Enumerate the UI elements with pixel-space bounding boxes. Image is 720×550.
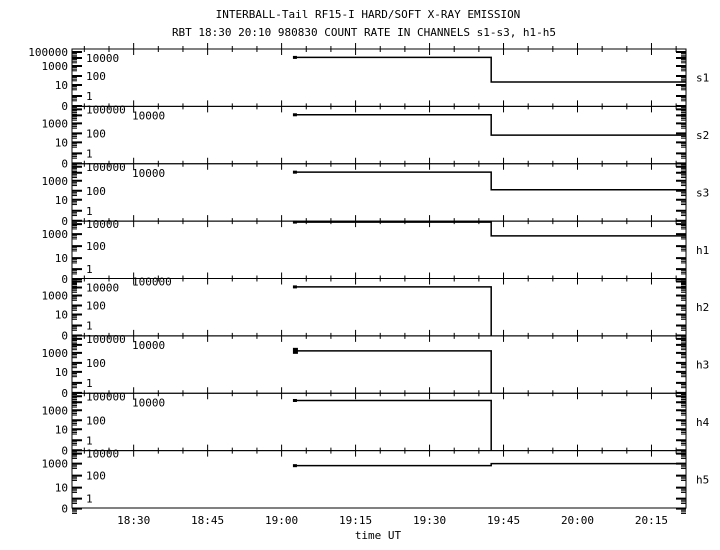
series-line-h2 bbox=[293, 286, 492, 336]
channel-label-h2: h2 bbox=[696, 301, 709, 314]
x-tick-label: 18:30 bbox=[117, 514, 150, 527]
y-tick-label: 1 bbox=[86, 320, 93, 333]
chart-subtitle: RBT 18:30 20:10 980830 COUNT RATE IN CHA… bbox=[172, 26, 556, 39]
data-start-marker bbox=[292, 464, 297, 468]
channel-label-s2: s2 bbox=[696, 129, 709, 142]
series-line-s3 bbox=[293, 171, 686, 191]
data-start-marker bbox=[292, 113, 297, 117]
channel-label-h3: h3 bbox=[696, 359, 709, 372]
series-line-h4 bbox=[293, 399, 492, 451]
y-tick-label: 100 bbox=[86, 300, 106, 313]
y-tick-label: 0 bbox=[61, 273, 68, 286]
y-tick-label: 1 bbox=[86, 147, 93, 160]
y-tick-label: 0 bbox=[61, 100, 68, 113]
y-tick-label: 0 bbox=[61, 157, 68, 170]
y-tick-label: 100000 bbox=[86, 333, 126, 346]
series-line-h1 bbox=[293, 221, 686, 237]
y-tick-label: 100 bbox=[86, 240, 106, 253]
y-tick-label: 100 bbox=[86, 185, 106, 198]
channel-label-h4: h4 bbox=[696, 416, 710, 429]
x-tick-label: 19:30 bbox=[413, 514, 446, 527]
y-tick-label: 1000 bbox=[42, 175, 69, 188]
y-tick-label: 10 bbox=[55, 423, 68, 436]
y-tick-label: 10000 bbox=[86, 52, 119, 65]
channel-label-h1: h1 bbox=[696, 244, 709, 257]
data-start-marker bbox=[292, 55, 297, 59]
x-axis-label: time UT bbox=[355, 529, 402, 542]
data-start-marker bbox=[292, 398, 297, 402]
y-tick-label: 1 bbox=[86, 493, 93, 506]
y-tick-label: 1000 bbox=[42, 458, 69, 471]
series-line-s2 bbox=[293, 114, 686, 136]
y-tick-label: 0 bbox=[61, 215, 68, 228]
y-tick-label: 1000 bbox=[42, 60, 69, 73]
data-start-marker bbox=[292, 170, 297, 174]
y-tick-label: 10000 bbox=[86, 282, 119, 295]
y-tick-label: 1000 bbox=[42, 228, 69, 241]
data-start-marker bbox=[292, 220, 297, 224]
y-tick-label: 0 bbox=[61, 444, 68, 457]
y-tick-label: 100 bbox=[86, 127, 106, 140]
y-tick-label: 100000 bbox=[86, 103, 126, 116]
y-tick-label: 1000 bbox=[42, 404, 69, 417]
x-tick-label: 19:45 bbox=[487, 514, 520, 527]
y-tick-label: 10 bbox=[55, 136, 68, 149]
y-tick-label: 100000 bbox=[86, 161, 126, 174]
y-tick-label: 100 bbox=[86, 414, 106, 427]
y-tick-label: 10 bbox=[55, 309, 68, 322]
y-tick-label: 10 bbox=[55, 482, 68, 495]
y-tick-label: 0 bbox=[61, 387, 68, 400]
y-tick-label: 0 bbox=[61, 503, 68, 516]
x-tick-label: 20:15 bbox=[635, 514, 668, 527]
y-tick-label: 10 bbox=[55, 194, 68, 207]
y-tick-label: 100 bbox=[86, 357, 106, 370]
series-line-h5 bbox=[293, 462, 686, 467]
y-tick-label: 0 bbox=[61, 330, 68, 343]
y-tick-label: 10000 bbox=[132, 109, 165, 122]
y-tick-label: 1000 bbox=[42, 290, 69, 303]
data-start-marker bbox=[292, 285, 297, 289]
y-tick-label: 10000 bbox=[86, 218, 119, 231]
y-tick-label: 1 bbox=[86, 434, 93, 447]
y-tick-label: 1 bbox=[86, 263, 93, 276]
y-tick-label: 100000 bbox=[132, 276, 172, 289]
y-tick-label: 10000 bbox=[132, 396, 165, 409]
y-tick-label: 1000 bbox=[42, 347, 69, 360]
series-line-s1 bbox=[293, 56, 686, 83]
y-tick-label: 100000 bbox=[86, 390, 126, 403]
x-tick-label: 19:15 bbox=[339, 514, 372, 527]
panel-frame bbox=[71, 220, 687, 279]
panel-frame bbox=[71, 450, 687, 509]
x-tick-label: 20:00 bbox=[561, 514, 594, 527]
y-tick-label: 100 bbox=[86, 470, 106, 483]
y-tick-label: 10 bbox=[55, 252, 68, 265]
channel-label-s3: s3 bbox=[696, 186, 709, 199]
series-line-h3 bbox=[293, 350, 492, 394]
x-tick-label: 18:45 bbox=[191, 514, 224, 527]
y-tick-label: 1 bbox=[86, 90, 93, 103]
y-tick-label: 10 bbox=[55, 366, 68, 379]
channel-label-h5: h5 bbox=[696, 473, 709, 486]
y-tick-label: 1 bbox=[86, 377, 93, 390]
data-start-marker bbox=[292, 347, 298, 354]
y-tick-label: 10000 bbox=[132, 339, 165, 352]
y-tick-label: 100 bbox=[86, 70, 106, 83]
y-tick-label: 1000 bbox=[42, 117, 69, 130]
chart-title: INTERBALL-Tail RF15-I HARD/SOFT X-RAY EM… bbox=[216, 8, 521, 21]
channel-label-s1: s1 bbox=[696, 72, 709, 85]
y-tick-label: 10000 bbox=[132, 167, 165, 180]
y-tick-label: 100000 bbox=[28, 46, 68, 59]
y-tick-label: 10 bbox=[55, 79, 68, 92]
y-tick-label: 1 bbox=[86, 205, 93, 218]
y-tick-label: 10000 bbox=[86, 448, 119, 461]
x-tick-label: 19:00 bbox=[265, 514, 298, 527]
